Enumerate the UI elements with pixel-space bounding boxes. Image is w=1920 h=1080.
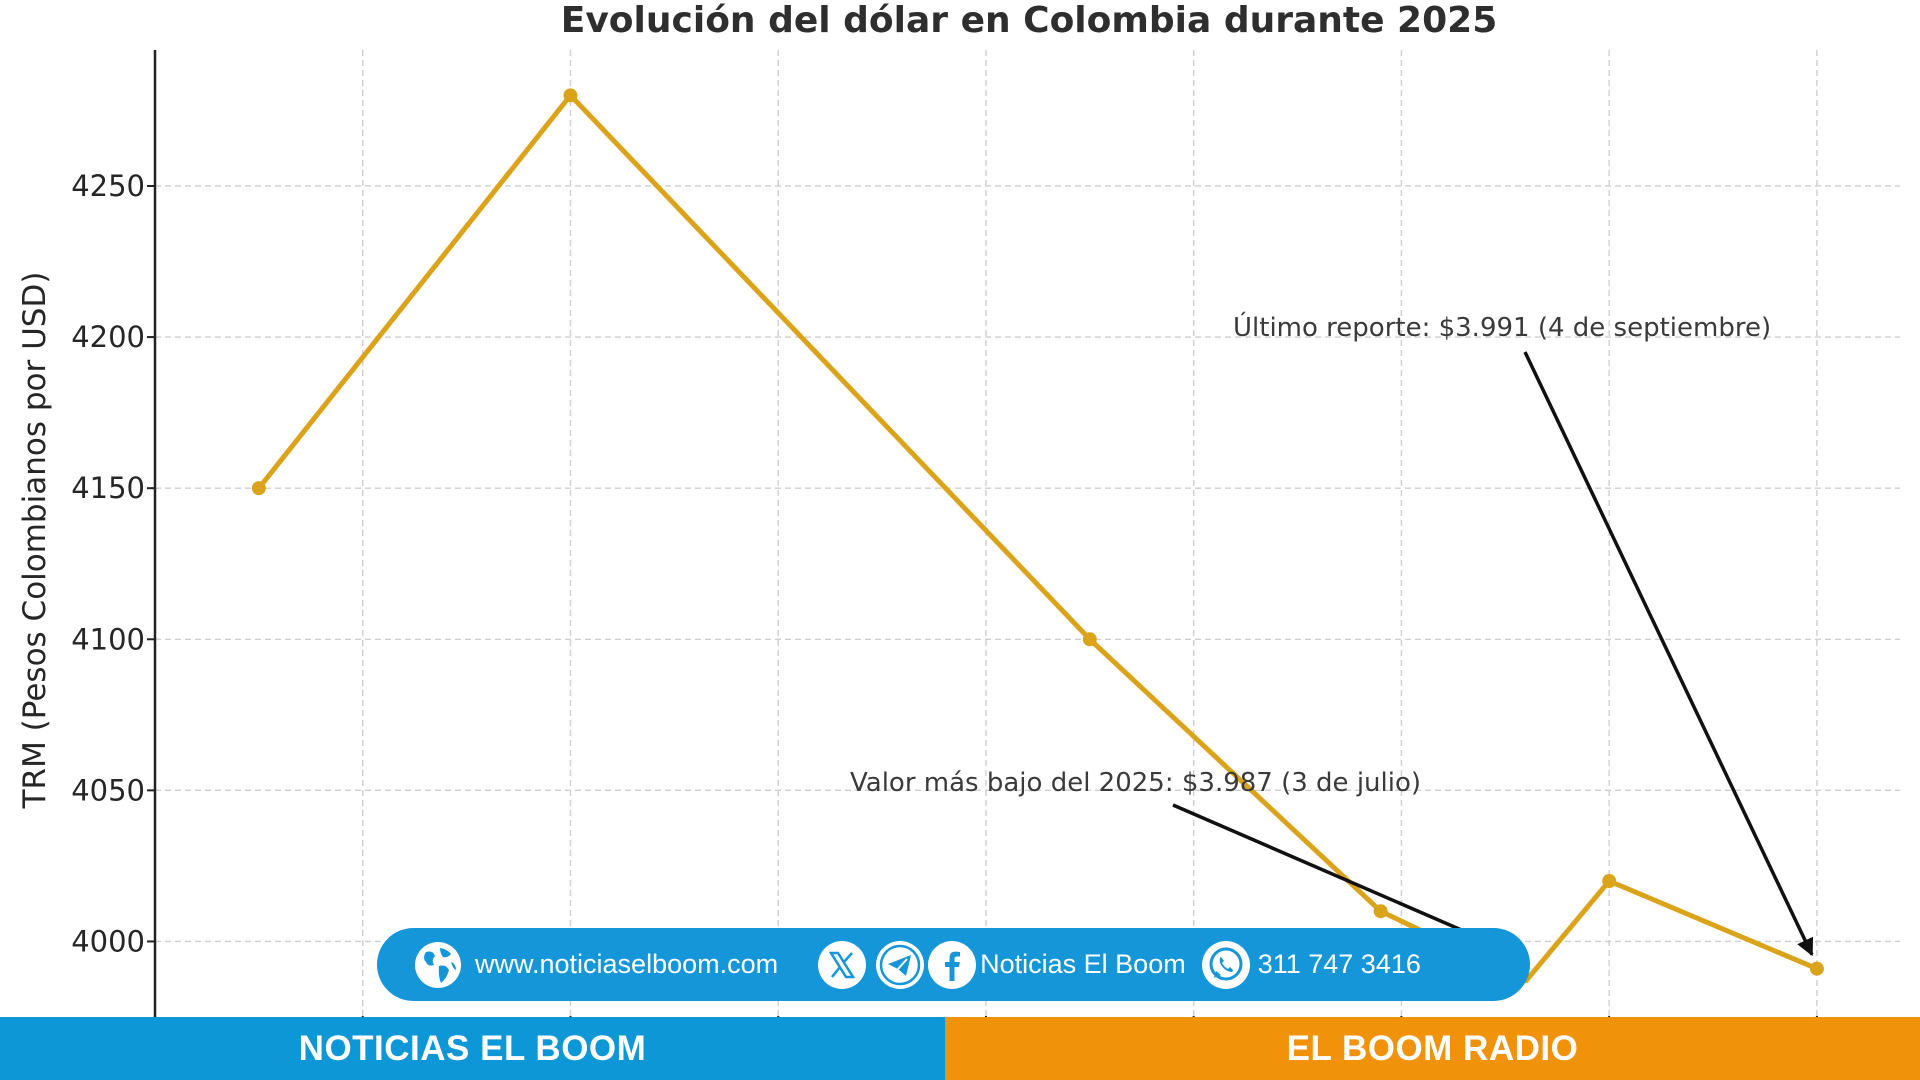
data-point [1082, 632, 1097, 647]
data-point [563, 88, 578, 103]
y-tick-label: 4000 [71, 924, 145, 958]
y-tick-label: 4100 [71, 622, 145, 656]
y-tick-label: 4150 [71, 471, 145, 505]
whatsapp-icon[interactable] [1201, 940, 1250, 989]
chart-title: Evolución del dólar en Colombia durante … [561, 0, 1498, 41]
telegram-icon[interactable] [876, 940, 925, 989]
gridlines [155, 50, 1900, 1024]
el-boom-radio-band[interactable]: EL BOOM RADIO [945, 1017, 1920, 1080]
y-axis-ticks: 4000 4050 4100 4150 4200 4250 [71, 169, 155, 958]
data-point [251, 481, 266, 496]
annotation-lowest-value: Valor más bajo del 2025: $3.987 (3 de ju… [850, 768, 1421, 798]
annotation-last-report: Último reporte: $3.991 (4 de septiembre) [1233, 311, 1771, 343]
y-axis-label: TRM (Pesos Colombianos por USD) [17, 272, 53, 810]
globe-icon [413, 940, 463, 990]
data-point [1373, 904, 1388, 919]
noticias-el-boom-band[interactable]: NOTICIAS EL BOOM [0, 1017, 945, 1080]
annotations: Último reporte: $3.991 (4 de septiembre)… [850, 311, 1814, 957]
annotation-arrow-lowest [1172, 803, 1497, 947]
phone-text[interactable]: 311 747 3416 [1257, 949, 1421, 979]
facebook-icon[interactable] [928, 940, 977, 989]
y-tick-label: 4200 [71, 320, 145, 354]
social-name-text[interactable]: Noticias El Boom [980, 949, 1186, 979]
data-point [1809, 961, 1824, 976]
series-line [256, 92, 1820, 984]
x-icon[interactable] [818, 940, 867, 989]
y-tick-label: 4050 [71, 773, 145, 807]
annotation-arrow-last-report [1523, 351, 1814, 957]
social-contact-pill: www.noticiaselboom.com Noticias El Boom … [377, 928, 1530, 1001]
website-text[interactable]: www.noticiaselboom.com [475, 949, 779, 979]
y-tick-label: 4250 [71, 169, 145, 203]
series-trm [251, 88, 1824, 984]
data-point [1602, 874, 1617, 889]
